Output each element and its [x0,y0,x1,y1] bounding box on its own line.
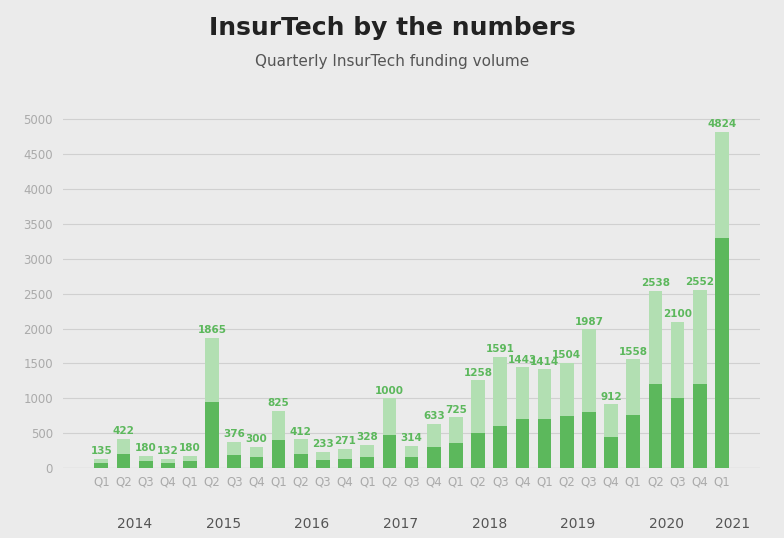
Bar [227,455,241,468]
Bar [582,329,596,468]
Text: 2021: 2021 [716,517,750,531]
Bar [538,370,551,468]
Bar [449,417,463,468]
Text: 1504: 1504 [552,350,581,360]
Bar [205,402,219,468]
Bar [249,447,263,468]
Bar [94,458,108,468]
Text: 725: 725 [445,405,466,415]
Text: 2019: 2019 [561,517,596,531]
Bar [139,462,153,468]
Bar [161,459,175,468]
Bar [338,459,352,468]
Bar [471,380,485,468]
Bar [715,132,729,468]
Bar [648,291,662,468]
Text: 4824: 4824 [707,119,736,129]
Text: 2552: 2552 [685,277,714,287]
Text: 135: 135 [90,446,112,456]
Bar [670,398,684,468]
Text: 2100: 2100 [663,309,692,319]
Bar [316,460,330,468]
Text: 1443: 1443 [508,355,537,365]
Text: 1000: 1000 [375,386,404,395]
Text: 180: 180 [179,443,201,452]
Bar [383,398,396,468]
Text: 376: 376 [223,429,245,439]
Bar [183,456,197,468]
Text: InsurTech by the numbers: InsurTech by the numbers [209,16,575,40]
Bar [560,363,574,468]
Text: 233: 233 [312,439,334,449]
Bar [361,457,374,468]
Text: 2014: 2014 [117,517,152,531]
Bar [471,433,485,468]
Bar [715,238,729,468]
Bar [316,452,330,468]
Bar [405,457,419,468]
Bar [117,438,130,468]
Bar [427,424,441,468]
Bar [516,367,529,468]
Text: 1258: 1258 [463,367,492,378]
Bar [449,443,463,468]
Bar [670,322,684,468]
Text: 271: 271 [334,436,356,447]
Text: 1591: 1591 [486,344,514,355]
Text: Quarterly InsurTech funding volume: Quarterly InsurTech funding volume [255,54,529,69]
Bar [361,445,374,468]
Text: 328: 328 [357,433,378,442]
Bar [383,435,396,468]
Bar [604,405,618,468]
Bar [294,440,307,468]
Text: 2016: 2016 [294,517,329,531]
Text: 1414: 1414 [530,357,559,367]
Bar [493,426,507,468]
Bar [272,440,285,468]
Text: 633: 633 [423,411,445,421]
Bar [538,419,551,468]
Text: 314: 314 [401,434,423,443]
Bar [604,437,618,468]
Bar [183,462,197,468]
Text: 300: 300 [245,434,267,444]
Text: 1865: 1865 [198,325,227,335]
Bar [582,412,596,468]
Text: 412: 412 [290,427,312,436]
Bar [294,454,307,468]
Text: 912: 912 [601,392,622,402]
Bar [648,384,662,468]
Text: 1558: 1558 [619,346,648,357]
Bar [626,359,640,468]
Bar [338,449,352,468]
Text: 1987: 1987 [575,317,604,327]
Text: 180: 180 [135,443,157,452]
Bar [405,446,419,468]
Text: 2015: 2015 [205,517,241,531]
Bar [427,447,441,468]
Text: 825: 825 [268,398,289,408]
Bar [693,384,706,468]
Text: 2017: 2017 [383,517,418,531]
Bar [249,457,263,468]
Text: 132: 132 [157,446,179,456]
Bar [272,410,285,468]
Text: 2020: 2020 [649,517,684,531]
Bar [161,463,175,468]
Text: 2538: 2538 [641,278,670,288]
Bar [117,454,130,468]
Bar [94,463,108,468]
Bar [560,416,574,468]
Text: 2018: 2018 [471,517,506,531]
Bar [139,456,153,468]
Text: 422: 422 [113,426,134,436]
Bar [693,290,706,468]
Bar [493,357,507,468]
Bar [227,442,241,468]
Bar [205,338,219,468]
Bar [626,415,640,468]
Bar [516,419,529,468]
